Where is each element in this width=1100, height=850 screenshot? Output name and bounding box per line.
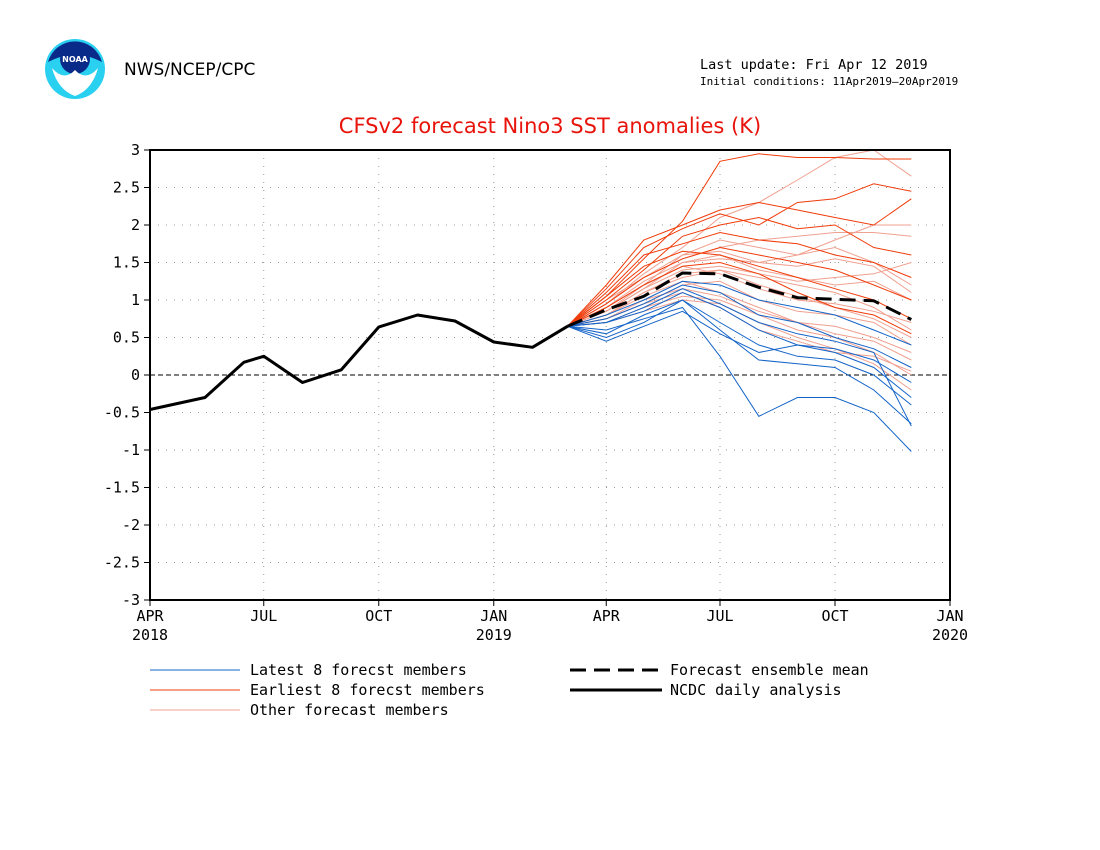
- x-tick-year: 2020: [932, 626, 968, 644]
- x-tick-year: 2018: [132, 626, 168, 644]
- y-tick-label: -0.5: [104, 404, 140, 422]
- earliest-member-line: [567, 246, 912, 327]
- x-tick-label: APR: [593, 607, 621, 625]
- y-tick-label: -1.5: [104, 479, 140, 497]
- y-tick-label: 1.5: [113, 254, 140, 272]
- latest-member-line: [567, 288, 912, 427]
- earliest-member-line: [567, 216, 912, 327]
- latest-member-line: [567, 299, 912, 406]
- y-tick-label: 2: [131, 216, 140, 234]
- x-tick-label: JAN: [936, 607, 963, 625]
- latest-member-line: [567, 280, 912, 346]
- legend-mean: Forecast ensemble mean: [670, 661, 869, 679]
- x-tick-label: JUL: [250, 607, 277, 625]
- legend-swatches: [150, 668, 662, 711]
- latest-member-line: [567, 291, 912, 398]
- earliest-member-line: [567, 183, 912, 327]
- other-member-line: [567, 254, 912, 327]
- legend-other: Other forecast members: [250, 701, 449, 719]
- y-tick-label: -2: [122, 516, 140, 534]
- y-tick-label: 3: [131, 141, 140, 159]
- axes: 32.521.510.50-0.5-1-1.5-2-2.5-3APR2018JU…: [104, 141, 968, 644]
- x-tick-label: JAN: [480, 607, 507, 625]
- initial-conditions: Initial conditions: 11Apr2019—20Apr2019: [700, 75, 959, 88]
- y-tick-label: -1: [122, 441, 140, 459]
- x-tick-year: 2019: [476, 626, 512, 644]
- chart-title: CFSv2 forecast Nino3 SST anomalies (K): [338, 114, 762, 138]
- plot-frame: [149, 149, 951, 601]
- ncdc-analysis-line: [149, 313, 569, 411]
- earliest-member-line: [567, 231, 912, 327]
- y-tick-label: -2.5: [104, 554, 140, 572]
- x-tick-label: JUL: [706, 607, 733, 625]
- earliest-member-line: [567, 261, 912, 335]
- latest-member-line: [567, 299, 912, 425]
- legend-latest: Latest 8 forecst members: [250, 661, 467, 679]
- last-update: Last update: Fri Apr 12 2019: [700, 57, 928, 73]
- other-member-line: [567, 224, 912, 327]
- logo-text: NOAA: [62, 55, 88, 64]
- latest-member-line: [567, 284, 912, 368]
- earliest-member-line: [567, 250, 912, 327]
- earliest-member-line: [567, 198, 912, 327]
- earliest-member-line: [567, 153, 912, 327]
- main-series: [149, 271, 912, 411]
- latest-members-lines: [567, 280, 912, 452]
- legend-earliest: Earliest 8 forecst members: [250, 681, 485, 699]
- latest-member-line: [567, 306, 912, 452]
- noaa-logo: NOAA: [45, 39, 105, 99]
- grid: [150, 149, 950, 601]
- latest-member-line: [567, 310, 912, 383]
- y-tick-label: 0.5: [113, 329, 140, 347]
- other-member-line: [567, 280, 912, 361]
- y-tick-label: 1: [131, 291, 140, 309]
- x-tick-label: APR: [136, 607, 164, 625]
- x-tick-label: OCT: [365, 607, 392, 625]
- y-tick-label: 2.5: [113, 179, 140, 197]
- x-tick-label: OCT: [821, 607, 848, 625]
- org-label: NWS/NCEP/CPC: [124, 60, 256, 80]
- earliest-members-lines: [567, 153, 912, 335]
- ensemble-mean-line: [566, 271, 912, 328]
- legend-ncdc: NCDC daily analysis: [670, 681, 842, 699]
- y-tick-label: 0: [131, 366, 140, 384]
- other-member-line: [567, 232, 912, 327]
- y-tick-label: -3: [122, 591, 140, 609]
